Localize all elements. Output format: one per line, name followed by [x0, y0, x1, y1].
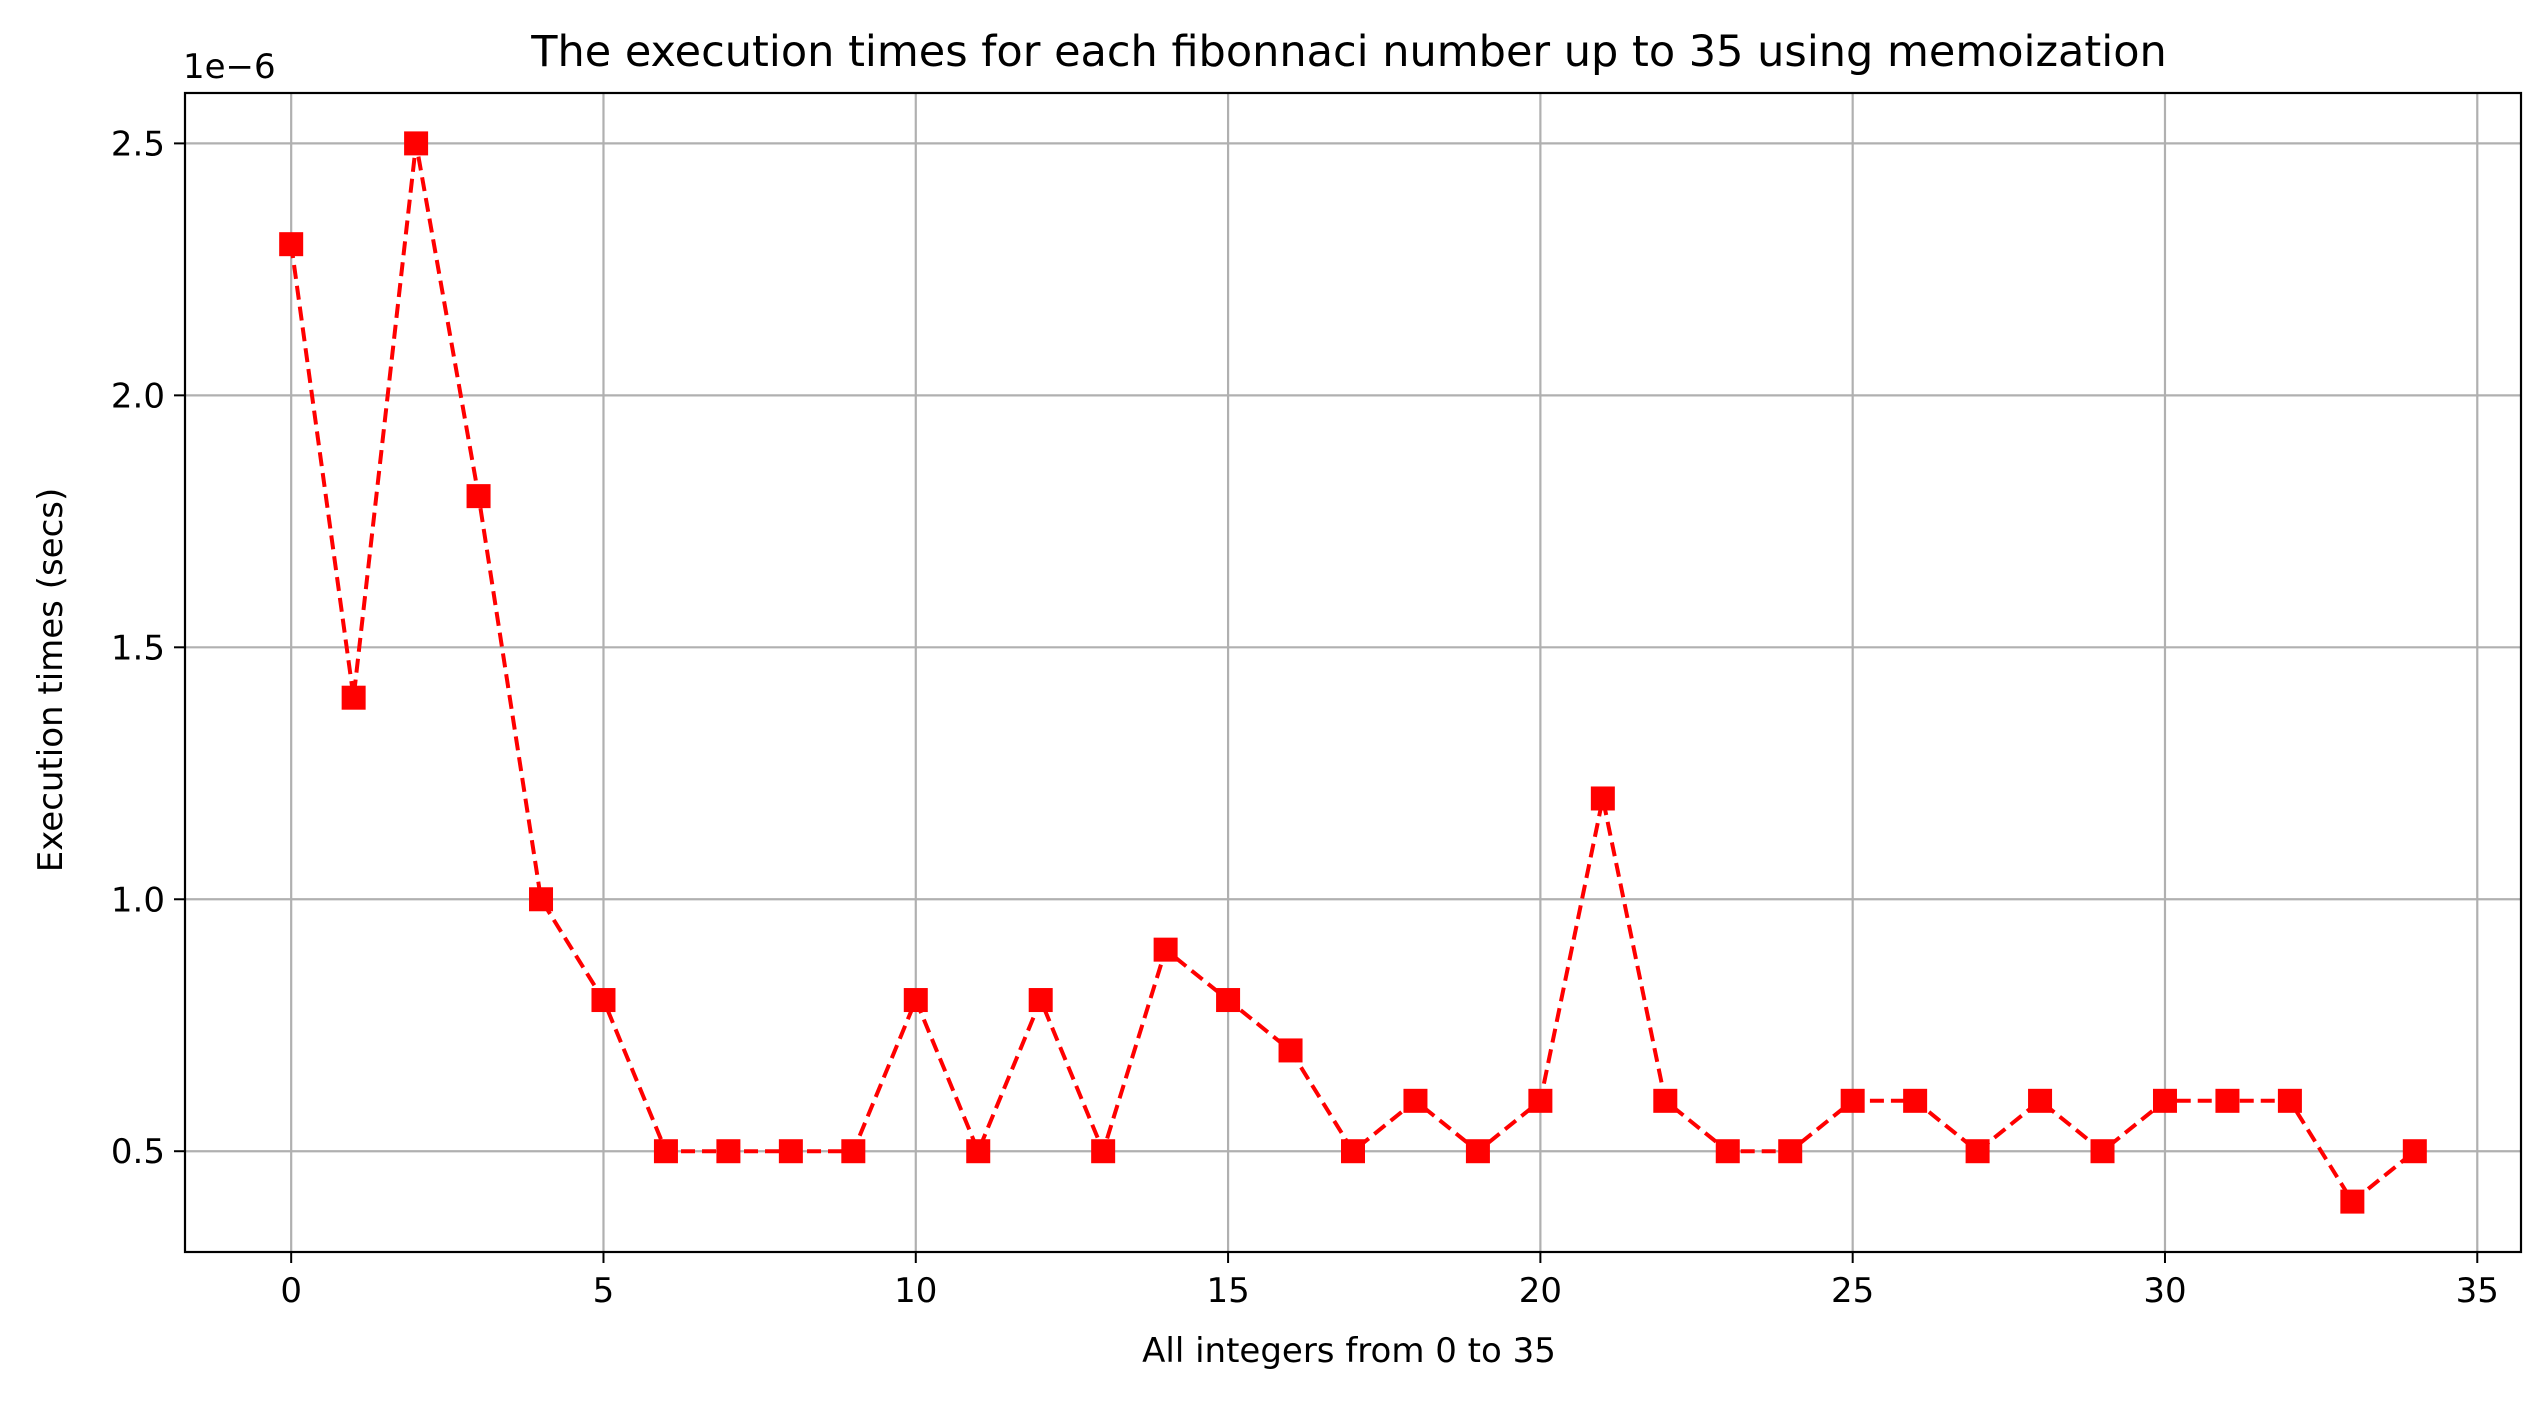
x-tick-label: 0: [280, 1271, 302, 1311]
data-point-marker: [778, 1139, 803, 1164]
y-tick-label: 0.5: [111, 1132, 165, 1172]
data-point-marker: [2152, 1088, 2177, 1113]
data-point-marker: [1278, 1038, 1303, 1063]
data-point-marker: [1778, 1139, 1803, 1164]
series-line: [289, 143, 2417, 1205]
data-point-marker: [279, 232, 304, 257]
x-tick-label: 20: [1519, 1271, 1562, 1311]
x-tick-label: 35: [2456, 1271, 2499, 1311]
axes: 0 5 10 15 20 25 30 35 0.5 1.0 1.5 2.0 2.5: [111, 91, 2523, 1311]
chart-title: The execution times for each fibonnaci n…: [530, 27, 2167, 77]
x-tick-label: 10: [894, 1271, 937, 1311]
data-point-marker: [653, 1139, 678, 1164]
data-point-marker: [404, 131, 429, 156]
data-point-marker: [1341, 1139, 1365, 1164]
y-tick-label: 2.5: [111, 124, 165, 164]
data-point-marker: [716, 1139, 741, 1164]
x-tick-label: 5: [593, 1271, 615, 1311]
data-point-marker: [1153, 937, 1178, 962]
data-point-marker: [1715, 1139, 1740, 1164]
data-point-marker: [1903, 1088, 1928, 1113]
x-tick-label: 15: [1206, 1271, 1249, 1311]
data-point-marker: [2402, 1139, 2427, 1164]
data-point-marker: [1590, 786, 1615, 811]
data-point-marker: [1403, 1088, 1428, 1113]
data-point-marker: [2215, 1088, 2240, 1113]
series: [279, 131, 2427, 1214]
data-point-marker: [2090, 1139, 2115, 1164]
plot-frame: [183, 91, 2523, 1254]
x-axis-label: All integers from 0 to 35: [1142, 1331, 1556, 1371]
y-axis-label: Execution times (secs): [31, 488, 71, 873]
data-point-marker: [1840, 1088, 1865, 1113]
data-point-marker: [903, 988, 928, 1013]
data-point-marker: [2028, 1088, 2053, 1113]
data-point-marker: [1028, 988, 1053, 1013]
data-point-marker: [529, 887, 554, 912]
data-point-marker: [1216, 988, 1241, 1013]
data-point-marker: [966, 1139, 991, 1164]
y-tick-label: 1.0: [111, 880, 165, 920]
data-point-marker: [1653, 1088, 1678, 1113]
data-point-marker: [1465, 1139, 1490, 1164]
data-point-marker: [1528, 1088, 1553, 1113]
data-point-marker: [841, 1139, 866, 1164]
data-point-marker: [1091, 1139, 1116, 1164]
data-point-marker: [466, 484, 491, 509]
data-point-marker: [2340, 1189, 2365, 1214]
data-point-marker: [1965, 1139, 1990, 1164]
x-tick-label: 25: [1831, 1271, 1874, 1311]
data-point-marker: [2277, 1088, 2302, 1113]
y-axis-offset-label: 1e−6: [183, 47, 276, 87]
y-tick-label: 1.5: [111, 628, 165, 668]
data-point-marker: [341, 685, 366, 710]
y-tick-label: 2.0: [111, 376, 165, 416]
x-tick-label: 30: [2143, 1271, 2186, 1311]
data-point-marker: [591, 988, 616, 1013]
